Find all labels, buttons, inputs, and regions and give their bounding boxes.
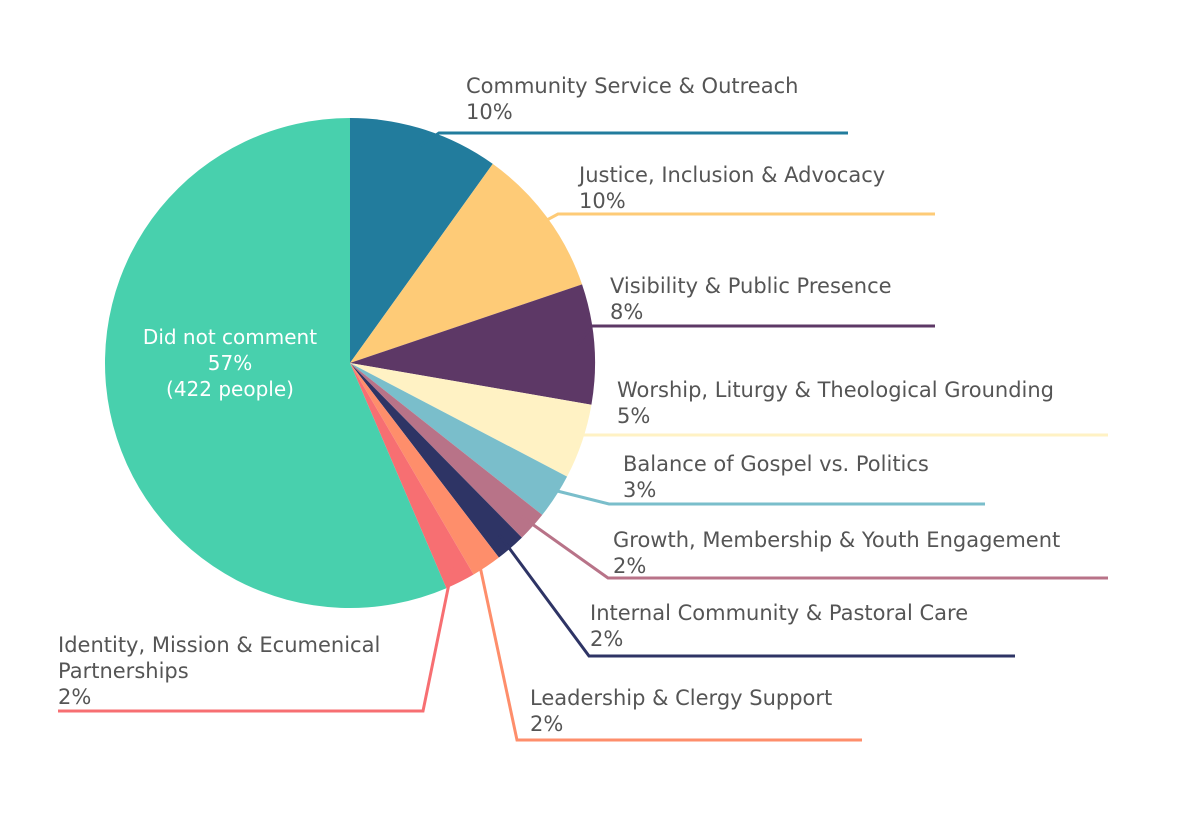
leader-line-identity-mission-ecumenical-partnerships	[58, 566, 454, 713]
slice-label-identity-mission-ecumenical-partnerships: Identity, Mission & Ecumenical Partnershi…	[58, 633, 380, 709]
leader-line-community-service-outreach	[418, 131, 848, 148]
pie-slice-community-service-outreach	[350, 118, 493, 363]
slice-label-did-not-comment: Did not comment 57% (422 people)	[143, 325, 317, 401]
leader-line-visibility-public-presence	[576, 324, 935, 347]
pie-slice-leadership-clergy-support	[350, 363, 499, 575]
leader-line-growth-membership-youth-engagement	[518, 513, 1108, 580]
slice-labels: Community Service & Outreach 10% Justice, …	[58, 74, 1060, 736]
pie-slice-visibility-public-presence	[350, 284, 595, 405]
leader-line-balance-of-gospel-vs-politics	[540, 485, 985, 506]
slice-label-justice-inclusion-advocacy: Justice, Inclusion & Advocacy 10%	[577, 163, 885, 213]
pie-slice-justice-inclusion-advocacy	[350, 163, 583, 363]
slice-label-community-service-outreach: Community Service & Outreach 10%	[466, 74, 798, 124]
slice-label-leadership-clergy-support: Leadership & Clergy Support 2%	[530, 686, 832, 736]
pie-slice-identity-mission-ecumenical-partnerships	[350, 363, 474, 589]
leader-line-worship-liturgy-theological-grounding	[565, 433, 1108, 438]
slice-label-internal-community-pastoral-care: Internal Community & Pastoral Care 2%	[590, 601, 968, 651]
slice-label-worship-liturgy-theological-grounding: Worship, Liturgy & Theological Grounding…	[617, 378, 1054, 428]
pie-slice-internal-community-pastoral-care	[350, 363, 522, 558]
slice-label-growth-membership-youth-engagement: Growth, Membership & Youth Engagement 2%	[613, 528, 1060, 578]
pie-slice-did-not-comment	[104, 118, 447, 608]
slice-label-visibility-public-presence: Visibility & Public Presence 8%	[610, 274, 892, 324]
pie-slices	[104, 118, 595, 608]
pie-slice-growth-membership-youth-engagement	[350, 363, 543, 538]
leader-line-justice-inclusion-advocacy	[532, 212, 935, 229]
pie-slice-balance-of-gospel-vs-politics	[350, 363, 568, 515]
pie-slice-worship-liturgy-theological-grounding	[350, 363, 592, 477]
slice-label-balance-of-gospel-vs-politics: Balance of Gospel vs. Politics 3%	[623, 452, 929, 502]
leader-lines	[58, 131, 1108, 742]
leader-line-internal-community-pastoral-care	[498, 534, 1015, 658]
leader-line-leadership-clergy-support	[475, 551, 862, 742]
